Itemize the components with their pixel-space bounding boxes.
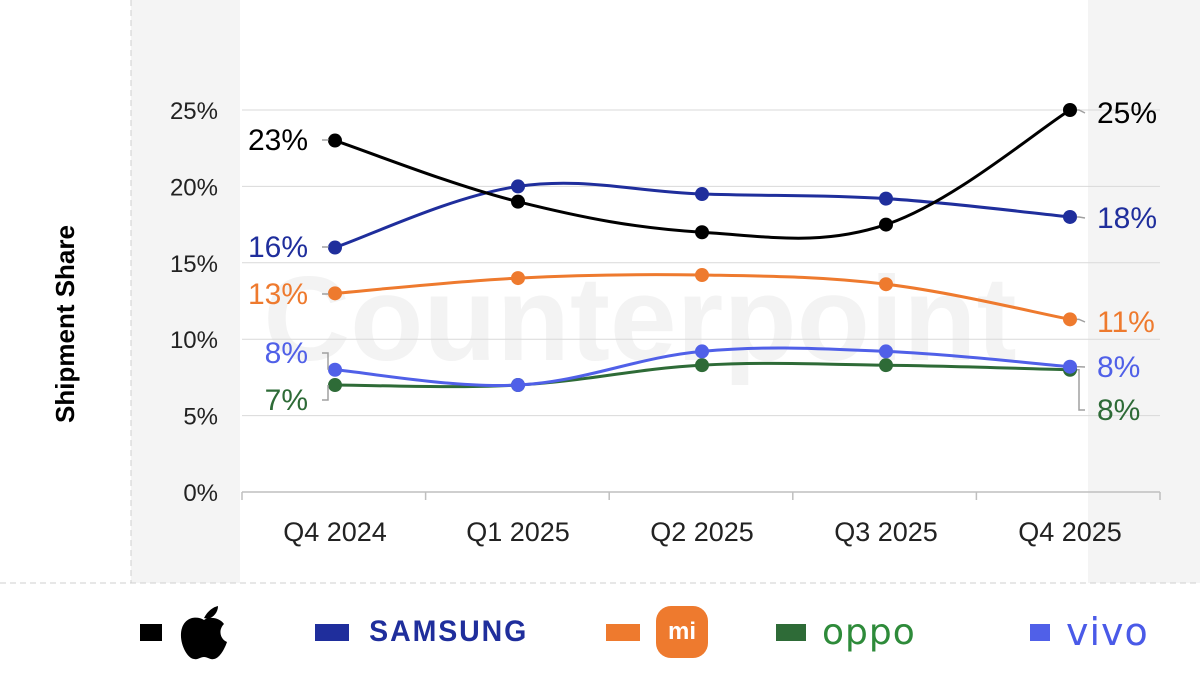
data-point-oppo: [695, 358, 709, 373]
start-leader-line: [322, 352, 329, 370]
legend-xiaomi[interactable]: mi: [606, 596, 708, 668]
end-leader-line: [1077, 216, 1086, 219]
x-axis: Q4 2024 Q1 2025 Q2 2025 Q3 2025 Q4 2025: [241, 491, 1161, 547]
legend-oppo[interactable]: oppo: [776, 596, 916, 668]
start-label-oppo: 7%: [265, 384, 308, 417]
data-point-apple: [695, 225, 709, 240]
gridlines: [242, 109, 1160, 417]
y-tick-label: 0%: [183, 480, 218, 507]
y-tick-label: 15%: [170, 251, 218, 278]
data-point-apple: [879, 217, 893, 232]
x-tick-label: Q4 2025: [1018, 517, 1122, 547]
apple-logo-icon: [180, 606, 227, 660]
y-axis-title: Shipment Share: [50, 225, 80, 423]
start-leader-line: [322, 139, 329, 141]
data-point-samsung: [879, 191, 893, 206]
data-point-samsung: [511, 179, 525, 194]
data-labels: 23% 25% 16% 18% 13% 11% 7% 8% 8% 8%: [248, 97, 1157, 427]
start-label-apple: 23%: [248, 124, 308, 157]
end-label-vivo: 8%: [1097, 351, 1140, 384]
data-point-xiaomi: [695, 268, 709, 283]
x-tick-label: Q4 2024: [283, 517, 387, 547]
end-leader-line: [1077, 318, 1086, 323]
legend-samsung[interactable]: SAMSUNG: [315, 596, 532, 668]
y-tick-label: 5%: [183, 404, 218, 431]
data-point-xiaomi: [328, 286, 342, 301]
legend: SAMSUNG mi oppo vivo: [0, 596, 1200, 668]
legend-apple[interactable]: [140, 596, 230, 668]
start-leader-line: [322, 293, 329, 295]
data-point-vivo: [1063, 359, 1077, 374]
legend-vivo[interactable]: vivo: [1030, 596, 1149, 668]
start-leader-line: [322, 246, 329, 248]
end-label-samsung: 18%: [1097, 202, 1157, 235]
data-point-vivo: [328, 362, 342, 377]
data-point-oppo: [328, 378, 342, 393]
xiaomi-swatch: [606, 623, 640, 641]
data-point-xiaomi: [879, 277, 893, 292]
right-shade: [1088, 0, 1200, 583]
oppo-swatch: [776, 623, 806, 641]
y-axis-ticks: 0% 5% 10% 15% 20% 25%: [170, 98, 218, 507]
end-leader-line: [1077, 109, 1086, 114]
left-shade: [131, 0, 240, 583]
vivo-swatch: [1030, 623, 1050, 641]
data-point-samsung: [1063, 209, 1077, 224]
end-label-oppo: 8%: [1097, 394, 1140, 427]
start-leader-line: [322, 385, 329, 401]
x-tick-label: Q2 2025: [650, 517, 754, 547]
end-label-xiaomi: 11%: [1097, 306, 1155, 339]
data-point-oppo: [879, 358, 893, 373]
start-label-xiaomi: 13%: [248, 278, 308, 311]
oppo-logo-text: oppo: [822, 611, 916, 653]
data-point-apple: [1063, 103, 1077, 117]
data-point-samsung: [695, 187, 709, 202]
x-tick-label: Q3 2025: [834, 517, 938, 547]
y-tick-label: 10%: [170, 327, 218, 354]
data-point-samsung: [328, 240, 342, 255]
y-tick-label: 25%: [170, 98, 218, 125]
xiaomi-logo-text: mi: [667, 618, 696, 645]
xiaomi-logo-icon: mi: [656, 606, 708, 658]
data-point-xiaomi: [511, 271, 525, 286]
series-line-apple: [334, 108, 1071, 240]
vivo-logo-text: vivo: [1066, 610, 1149, 654]
end-label-apple: 25%: [1097, 97, 1157, 130]
y-tick-label: 20%: [170, 174, 218, 201]
end-leader-line: [1077, 369, 1085, 411]
line-chart: Counterpoint Q4 2024 Q1 2025 Q2 2025 Q3 202…: [0, 0, 1200, 584]
samsung-swatch: [315, 623, 349, 641]
data-point-vivo: [879, 344, 893, 359]
series-group: [328, 103, 1077, 393]
data-point-apple: [511, 194, 525, 209]
apple-swatch: [140, 623, 162, 641]
start-label-vivo: 8%: [265, 337, 308, 370]
data-point-vivo: [695, 344, 709, 359]
data-point-vivo: [511, 378, 525, 393]
data-point-apple: [328, 133, 342, 148]
x-tick-label: Q1 2025: [466, 517, 570, 547]
start-label-samsung: 16%: [248, 231, 308, 264]
data-point-xiaomi: [1063, 312, 1077, 327]
samsung-logo-text: SAMSUNG: [369, 615, 529, 648]
